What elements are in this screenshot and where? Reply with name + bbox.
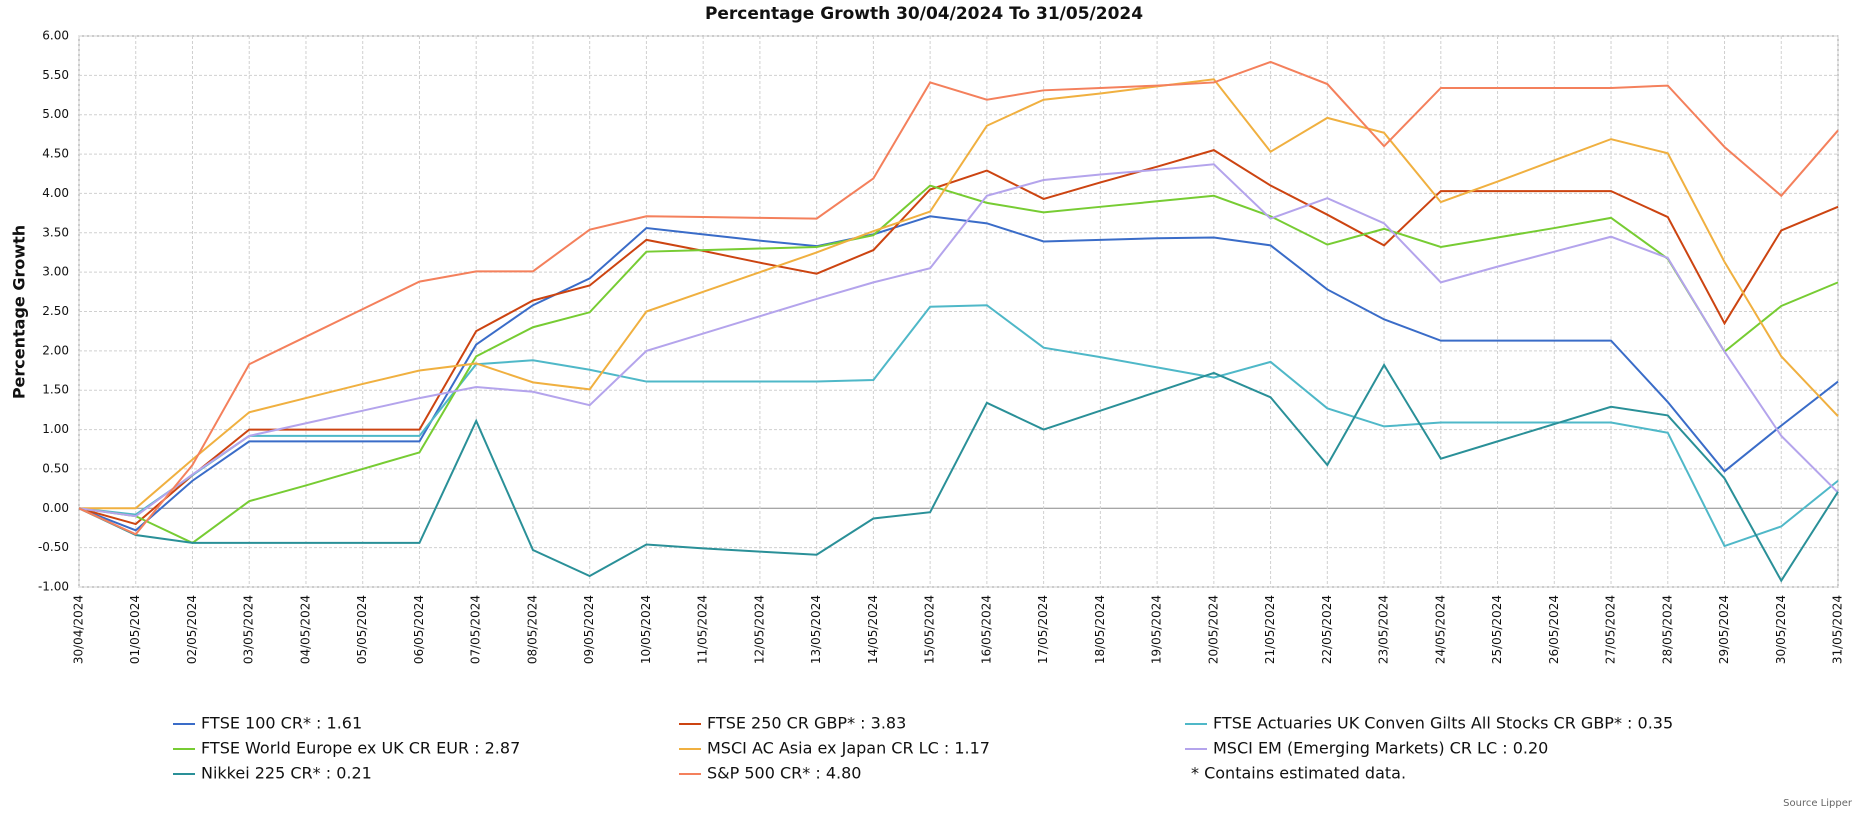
legend-label: FTSE World Europe ex UK CR EUR : 2.87 [201, 739, 520, 758]
x-tick-label: 16/05/2024 [979, 595, 993, 664]
legend-label: FTSE Actuaries UK Conven Gilts All Stock… [1213, 714, 1673, 733]
x-tick-label: 14/05/2024 [866, 595, 880, 664]
x-tick-label: 30/04/2024 [72, 595, 86, 664]
legend-label: FTSE 250 CR GBP* : 3.83 [707, 714, 906, 733]
series-line [78, 163, 1839, 518]
x-tick-label: 04/05/2024 [298, 595, 312, 664]
series-line [78, 215, 1839, 532]
x-tick-label: 12/05/2024 [752, 595, 766, 664]
x-tick-label: 28/05/2024 [1660, 595, 1674, 664]
y-tick-label: 1.50 [42, 383, 69, 397]
y-tick-label: -0.50 [38, 540, 69, 554]
x-tick-label: 17/05/2024 [1036, 595, 1050, 664]
y-tick-label: 6.00 [42, 29, 69, 43]
legend-label: MSCI EM (Emerging Markets) CR LC : 0.20 [1213, 739, 1548, 758]
x-tick-label: 01/05/2024 [128, 595, 142, 664]
series-line [78, 60, 1839, 536]
legend-label: S&P 500 CR* : 4.80 [707, 764, 861, 783]
x-tick-label: 20/05/2024 [1206, 595, 1220, 664]
x-tick-label: 25/05/2024 [1490, 595, 1504, 664]
x-tick-label: 09/05/2024 [582, 595, 596, 664]
y-tick-label: 3.50 [42, 225, 69, 239]
source: Source Lipper [1783, 798, 1853, 809]
y-axis-label: Percentage Growth [10, 225, 29, 399]
y-tick-label: 0.00 [42, 501, 69, 515]
x-tick-label: 19/05/2024 [1150, 595, 1164, 664]
series-line [78, 304, 1839, 548]
legend-label: MSCI AC Asia ex Japan CR LC : 1.17 [707, 739, 990, 758]
x-tick-label: 05/05/2024 [355, 595, 369, 664]
series-line [78, 149, 1839, 526]
x-tick-label: 22/05/2024 [1320, 595, 1334, 664]
y-tick-label: -1.00 [38, 580, 69, 594]
series-line [79, 78, 1839, 510]
x-tick-label: 26/05/2024 [1547, 595, 1561, 664]
y-tick-label: 5.00 [42, 107, 69, 121]
y-tick-label: 3.00 [42, 265, 69, 279]
y-tick-label: 1.00 [42, 422, 69, 436]
chart-title: Percentage Growth 30/04/2024 To 31/05/20… [705, 4, 1143, 24]
x-tick-label: 06/05/2024 [412, 595, 426, 664]
series-line [78, 184, 1839, 545]
x-tick-label: 30/05/2024 [1774, 595, 1788, 664]
x-tick-label: 10/05/2024 [639, 595, 653, 664]
x-tick-label: 27/05/2024 [1604, 595, 1618, 664]
y-tick-label: 2.50 [42, 304, 69, 318]
x-tick-label: 11/05/2024 [696, 595, 710, 664]
legend-label: FTSE 100 CR* : 1.61 [201, 714, 362, 733]
note: * Contains estimated data. [1191, 764, 1406, 783]
y-tick-label: 5.50 [42, 68, 69, 82]
x-tick-label: 13/05/2024 [809, 595, 823, 664]
x-tick-label: 15/05/2024 [923, 595, 937, 664]
x-tick-label: 29/05/2024 [1717, 595, 1731, 664]
x-tick-label: 08/05/2024 [525, 595, 539, 664]
y-tick-label: 0.50 [42, 461, 69, 475]
legend-label: Nikkei 225 CR* : 0.21 [201, 764, 372, 783]
x-tick-label: 21/05/2024 [1263, 595, 1277, 664]
x-tick-label: 24/05/2024 [1433, 595, 1447, 664]
x-tick-label: 23/05/2024 [1377, 595, 1391, 664]
y-tick-label: 4.50 [42, 147, 69, 161]
x-tick-label: 03/05/2024 [242, 595, 256, 664]
y-tick-label: 4.00 [42, 186, 69, 200]
x-tick-label: 07/05/2024 [469, 595, 483, 664]
x-tick-label: 18/05/2024 [1093, 595, 1107, 664]
y-tick-label: 2.00 [42, 343, 69, 357]
x-tick-label: 31/05/2024 [1831, 595, 1845, 664]
series-line [78, 363, 1839, 583]
x-tick-label: 02/05/2024 [185, 595, 199, 664]
